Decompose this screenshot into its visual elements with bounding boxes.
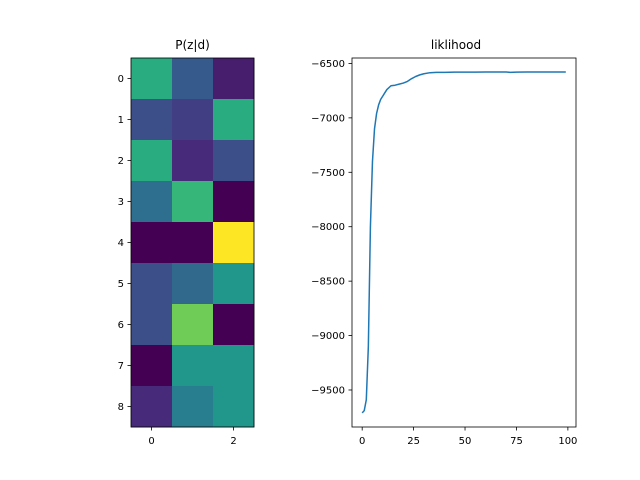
heatmap-cell-r0-c0 [131,58,173,100]
heatmap-xtick-label: 0 [148,436,154,447]
heatmap-ytick-label: 3 [118,197,124,208]
heatmap-cell-r3-c0 [131,181,173,223]
heatmap-cell-r6-c2 [213,304,255,346]
line-ytick-label: −9000 [311,331,345,342]
heatmap-ytick-label: 2 [118,156,124,167]
heatmap-panel: P(z|d) 0 1 2 3 4 5 6 7 8 0 2 [118,38,255,447]
heatmap-cells [131,58,255,428]
line-ytick-label: −8000 [311,222,345,233]
heatmap-cell-r0-c1 [172,58,214,100]
line-ytick-label: −9500 [311,385,345,396]
line-ytick-label: −6500 [311,59,345,70]
heatmap-ytick-label: 0 [118,74,124,85]
line-ticks: 0 25 50 75 100 −9500 −9000 −8500 −8000 −7500 −7000… [311,59,577,447]
line-chart-title: liklihood [431,38,481,52]
line-ytick-label: −7000 [311,113,345,124]
heatmap-ytick-label: 4 [118,238,124,249]
line-ytick-label: −7500 [311,168,345,179]
heatmap-ytick-label: 6 [118,320,124,331]
heatmap-cell-r8-c0 [131,386,173,428]
heatmap-cell-r7-c0 [131,345,173,387]
line-xtick-label: 75 [510,436,523,447]
heatmap-cell-r8-c1 [172,386,214,428]
heatmap-cell-r1-c2 [213,99,255,141]
heatmap-cell-r1-c0 [131,99,173,141]
heatmap-cell-r7-c2 [213,345,255,387]
likelihood-series-line [361,71,566,414]
heatmap-cell-r5-c0 [131,263,173,305]
heatmap-xtick-label: 2 [230,436,236,447]
heatmap-cell-r2-c2 [213,140,255,182]
line-xtick-label: 25 [407,436,420,447]
heatmap-cell-r1-c1 [172,99,214,141]
heatmap-cell-r4-c0 [131,222,173,264]
heatmap-cell-r3-c1 [172,181,214,223]
heatmap-cell-r6-c1 [172,304,214,346]
line-ytick-label: −8500 [311,277,345,288]
heatmap-cell-r3-c2 [213,181,255,223]
heatmap-ytick-label: 8 [118,402,124,413]
line-chart-frame [351,57,577,428]
heatmap-cell-r7-c1 [172,345,214,387]
heatmap-ytick-label: 7 [118,361,124,372]
heatmap-cell-r2-c0 [131,140,173,182]
line-xtick-label: 0 [359,436,365,447]
heatmap-cell-r5-c2 [213,263,255,305]
heatmap-title: P(z|d) [175,38,210,52]
line-xtick-label: 50 [459,436,472,447]
line-panel: liklihood 0 25 50 75 100 −9500 −9000 −8500 −8000… [311,38,577,447]
heatmap-cell-r4-c2 [213,222,255,264]
heatmap-cell-r8-c2 [213,386,255,428]
line-xtick-label: 100 [558,436,577,447]
heatmap-ytick-label: 1 [118,115,124,126]
heatmap-cell-r4-c1 [172,222,214,264]
heatmap-cell-r5-c1 [172,263,214,305]
heatmap-ticks: 0 1 2 3 4 5 6 7 8 0 2 [118,74,237,447]
heatmap-cell-r0-c2 [213,58,255,100]
heatmap-cell-r6-c0 [131,304,173,346]
heatmap-cell-r2-c1 [172,140,214,182]
heatmap-ytick-label: 5 [118,279,124,290]
